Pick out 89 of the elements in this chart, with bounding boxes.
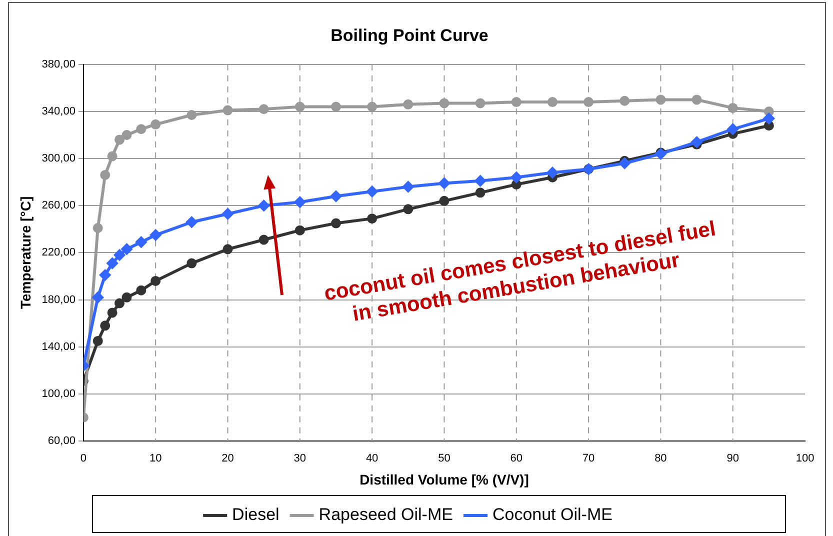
x-tick-label: 50 <box>438 452 450 465</box>
point <box>150 119 161 130</box>
point <box>136 124 146 134</box>
point <box>114 134 125 145</box>
point <box>92 292 104 303</box>
point <box>258 200 270 212</box>
point <box>692 94 702 105</box>
y-tick-label: 100,00 <box>42 388 76 400</box>
point <box>122 130 132 140</box>
point <box>107 151 118 162</box>
point <box>691 136 702 148</box>
point <box>763 113 774 124</box>
point <box>136 285 146 296</box>
point <box>367 102 378 112</box>
legend-label: Diesel <box>232 505 280 524</box>
point <box>439 196 450 206</box>
x-tick-label: 70 <box>582 452 595 465</box>
y-tick-label: 60,00 <box>48 435 76 448</box>
point <box>474 175 486 186</box>
point <box>403 99 414 110</box>
point <box>107 308 118 318</box>
legend-label: Rapeseed Oil-ME <box>318 505 453 524</box>
point <box>475 188 486 198</box>
point <box>439 98 450 108</box>
point <box>121 244 132 255</box>
point <box>366 186 378 198</box>
point <box>258 234 269 245</box>
point <box>186 258 197 268</box>
y-tick-label: 140,00 <box>42 340 76 353</box>
point <box>106 258 118 269</box>
point <box>114 250 126 261</box>
y-tick-label: 300,00 <box>42 152 76 165</box>
y-tick-label: 220,00 <box>42 246 76 259</box>
point <box>656 94 666 105</box>
point <box>619 158 630 169</box>
legend-label: Coconut Oil-ME <box>492 505 612 524</box>
chart-title: Boiling Point Curve <box>330 26 488 45</box>
point <box>620 96 630 106</box>
point <box>727 124 738 135</box>
point <box>294 225 305 236</box>
point <box>764 120 774 131</box>
point <box>510 172 522 183</box>
x-tick-label: 0 <box>80 452 87 465</box>
x-tick-label: 80 <box>654 452 667 465</box>
x-tick-label: 90 <box>726 452 739 465</box>
point <box>222 244 233 254</box>
point <box>330 218 341 228</box>
x-tick-label: 100 <box>796 452 814 465</box>
point <box>330 102 341 112</box>
y-tick-label: 340,00 <box>42 106 76 118</box>
point <box>584 97 594 108</box>
point <box>367 214 378 224</box>
point <box>222 105 233 116</box>
point <box>100 170 110 180</box>
x-tick-label: 30 <box>294 452 306 465</box>
point <box>258 104 269 114</box>
point <box>114 298 125 308</box>
point <box>475 98 486 108</box>
point <box>136 236 147 248</box>
point <box>728 102 738 113</box>
point <box>186 110 197 120</box>
point <box>150 276 161 286</box>
point <box>92 336 103 346</box>
x-tick-label: 40 <box>366 452 378 465</box>
point <box>150 230 162 241</box>
point <box>438 178 450 189</box>
x-tick-label: 60 <box>510 452 523 465</box>
y-tick-label: 380,00 <box>42 58 76 70</box>
point <box>403 204 414 214</box>
x-tick-label: 20 <box>222 452 234 465</box>
point <box>222 208 234 220</box>
point <box>546 167 558 178</box>
annotation: coconut oil comes closest to diesel fuel in smooth combustion behaviour <box>322 217 718 326</box>
point <box>330 190 342 202</box>
point <box>402 181 414 192</box>
point <box>186 216 198 228</box>
y-tick-label: 180,00 <box>42 294 76 306</box>
y-tick-label: 260,00 <box>42 200 76 212</box>
point <box>547 97 558 108</box>
point <box>100 320 110 331</box>
y-axis-title: Temperature [°C] <box>17 196 34 310</box>
point <box>122 292 132 302</box>
point <box>294 102 305 112</box>
x-tick-label: 10 <box>149 452 162 465</box>
x-axis-title: Distilled Volume [% (V/V)] <box>360 471 529 488</box>
point <box>100 270 111 281</box>
point <box>511 97 522 108</box>
point <box>92 222 103 233</box>
point <box>294 196 306 208</box>
